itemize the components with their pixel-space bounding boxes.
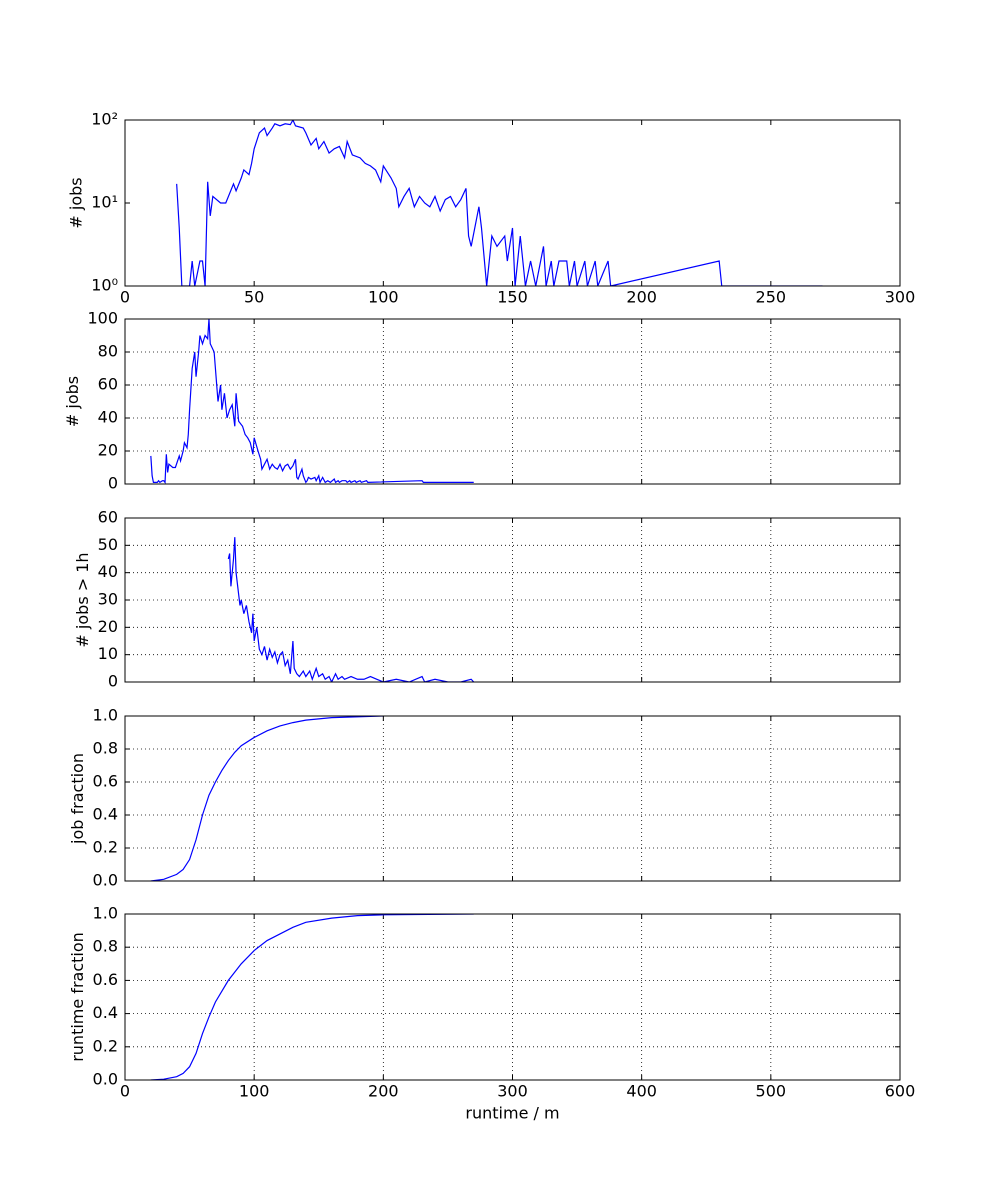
axes-frame: [124, 913, 901, 1081]
axes-frame: [124, 119, 901, 287]
y-tick-label: 1.0: [93, 904, 118, 923]
x-tick-label: 400: [626, 1082, 657, 1101]
y-tick-label: 0.6: [93, 772, 118, 791]
y-tick-label: 60: [98, 375, 118, 394]
data-line: [227, 537, 475, 682]
x-tick-label: 300: [497, 1082, 528, 1101]
x-tick-label: 200: [626, 288, 657, 307]
data-line: [150, 914, 474, 1080]
x-tick-label: 0: [120, 288, 130, 307]
axes-frame: [124, 715, 901, 882]
y-tick-label: 0.8: [93, 937, 118, 956]
x-tick-label: 200: [368, 1082, 399, 1101]
subplot: 0.0 0.2 0.4 0.6 0.8 1.0 job fraction: [68, 706, 901, 890]
x-tick-label: 300: [885, 288, 916, 307]
y-axis-label: # jobs > 1h: [73, 552, 92, 647]
y-tick-label: 0.6: [93, 970, 118, 989]
y-tick-label: 20: [98, 441, 118, 460]
y-tick-label: 0.4: [93, 1003, 118, 1022]
x-tick-label: 50: [244, 288, 264, 307]
y-tick-label: 40: [98, 562, 118, 581]
y-tick-label: 0.8: [93, 739, 118, 758]
x-tick-label: 600: [885, 1082, 916, 1101]
y-tick-label: 0.4: [93, 805, 118, 824]
x-axis-label: runtime / m: [465, 1104, 559, 1123]
y-tick-label: 0: [108, 474, 118, 493]
y-tick-label: 0.2: [93, 1036, 118, 1055]
y-tick-label: 10⁰: [91, 276, 118, 295]
x-tick-label: 150: [497, 288, 528, 307]
y-axis-label: # jobs: [67, 177, 86, 228]
x-tick-label: 0: [120, 1082, 130, 1101]
x-tick-label: 100: [368, 288, 399, 307]
y-tick-label: 10¹: [91, 193, 118, 212]
subplot: 0 20 40 60 80 100 # jobs: [63, 309, 901, 493]
y-tick-label: 0.0: [93, 871, 118, 890]
y-axis-label: runtime fraction: [68, 932, 87, 1062]
subplot: 0 100 200 300 400 500 600 0.0 0.2 0.4 0.6 0.8 1.0 run…: [68, 904, 915, 1123]
subplot: 0 10 20 30 40 50 60 # jobs > 1h: [73, 508, 901, 691]
y-tick-label: 10²: [91, 110, 118, 129]
y-tick-label: 80: [98, 342, 118, 361]
y-tick-label: 0.2: [93, 838, 118, 857]
data-line: [150, 716, 384, 881]
y-tick-label: 0: [108, 672, 118, 691]
y-tick-label: 1.0: [93, 706, 118, 725]
data-line: [176, 120, 823, 286]
data-line: [150, 319, 474, 484]
y-tick-label: 100: [87, 309, 118, 328]
y-axis-label: # jobs: [63, 376, 82, 427]
y-tick-label: 60: [98, 508, 118, 527]
x-tick-label: 500: [756, 1082, 787, 1101]
x-tick-label: 250: [756, 288, 787, 307]
y-tick-label: 30: [98, 590, 118, 609]
axes-frame: [124, 517, 901, 683]
x-tick-label: 100: [239, 1082, 270, 1101]
axes-frame: [124, 318, 901, 485]
y-axis-label: job fraction: [68, 753, 87, 845]
y-tick-label: 0.0: [93, 1070, 118, 1089]
y-tick-label: 40: [98, 408, 118, 427]
y-tick-label: 50: [98, 535, 118, 554]
subplot: 0 50 100 150 200 250 300 10⁰ 10¹ 10² # jobs: [67, 110, 916, 307]
y-tick-label: 10: [98, 644, 118, 663]
y-tick-label: 20: [98, 617, 118, 636]
